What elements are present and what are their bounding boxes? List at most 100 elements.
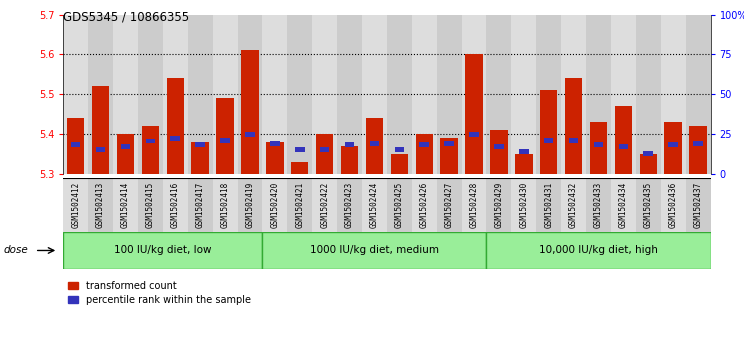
Bar [465,54,483,174]
Bar [191,142,209,174]
Bar [686,15,711,174]
Bar [469,132,479,137]
Bar [241,50,259,174]
Bar [312,15,337,174]
Bar [121,144,130,149]
Bar [437,178,461,232]
Text: GSM1502415: GSM1502415 [146,182,155,228]
Bar [246,132,254,137]
Text: 10,000 IU/kg diet, high: 10,000 IU/kg diet, high [539,245,658,256]
Bar [237,15,263,174]
Bar [519,150,528,154]
Text: GSM1502428: GSM1502428 [469,182,478,228]
Bar [440,138,458,174]
Bar [540,90,557,174]
Bar [187,178,213,232]
Bar [266,142,283,174]
Bar [444,142,454,146]
Bar [615,106,632,174]
Bar [690,126,707,174]
Bar [487,178,511,232]
Bar [138,178,163,232]
Bar [316,134,333,174]
Bar [320,147,330,152]
Bar [565,78,583,174]
Text: GSM1502429: GSM1502429 [495,182,504,228]
Bar [63,178,88,232]
Bar [415,134,433,174]
Bar [291,162,309,174]
Bar [337,178,362,232]
Bar [536,178,561,232]
Text: GSM1502424: GSM1502424 [370,182,379,228]
Text: GSM1502435: GSM1502435 [644,182,652,228]
Bar [96,147,106,152]
Bar [387,178,411,232]
Text: GSM1502417: GSM1502417 [196,182,205,228]
Bar [167,78,184,174]
Bar [420,142,429,147]
Bar [561,178,586,232]
Bar [437,15,461,174]
Bar [487,15,511,174]
Bar [270,142,280,146]
Bar [163,15,187,174]
Bar [63,15,88,174]
Bar [594,142,603,147]
Bar [163,178,187,232]
Text: GSM1502414: GSM1502414 [121,182,130,228]
Text: GSM1502432: GSM1502432 [569,182,578,228]
Bar [187,15,213,174]
Bar [213,178,237,232]
Bar [146,139,155,143]
Bar [391,154,408,174]
Bar [344,142,354,147]
Bar [515,154,533,174]
Bar [411,15,437,174]
Bar [341,146,359,174]
Bar [237,178,263,232]
Bar [686,178,711,232]
Bar [487,232,711,269]
Bar [138,15,163,174]
Bar [263,15,287,174]
Text: GSM1502419: GSM1502419 [246,182,254,228]
Bar [461,178,487,232]
Text: GSM1502426: GSM1502426 [420,182,429,228]
Bar [337,15,362,174]
Bar [561,15,586,174]
Text: 1000 IU/kg diet, medium: 1000 IU/kg diet, medium [310,245,439,256]
Bar [287,15,312,174]
Text: GSM1502418: GSM1502418 [220,182,230,228]
Bar [661,178,686,232]
Bar [611,15,636,174]
Legend: transformed count, percentile rank within the sample: transformed count, percentile rank withi… [68,281,251,305]
Bar [490,130,507,174]
Bar [586,178,611,232]
Bar [220,138,230,143]
Text: GSM1502422: GSM1502422 [320,182,329,228]
Text: GDS5345 / 10866355: GDS5345 / 10866355 [63,11,190,24]
Bar [693,142,703,146]
Bar [618,144,628,149]
Bar [263,232,487,269]
Bar [71,142,80,147]
Text: dose: dose [4,245,28,256]
Bar [63,232,263,269]
Text: GSM1502430: GSM1502430 [519,182,528,228]
Bar [569,138,578,143]
Bar [117,134,134,174]
Bar [67,118,84,174]
Text: GSM1502434: GSM1502434 [619,182,628,228]
Text: GSM1502437: GSM1502437 [693,182,702,228]
Bar [362,15,387,174]
Bar [141,126,159,174]
Text: GSM1502413: GSM1502413 [96,182,105,228]
Bar [217,98,234,174]
Text: GSM1502416: GSM1502416 [171,182,180,228]
Bar [636,178,661,232]
Bar [370,142,379,146]
Bar [536,15,561,174]
Bar [287,178,312,232]
Bar [362,178,387,232]
